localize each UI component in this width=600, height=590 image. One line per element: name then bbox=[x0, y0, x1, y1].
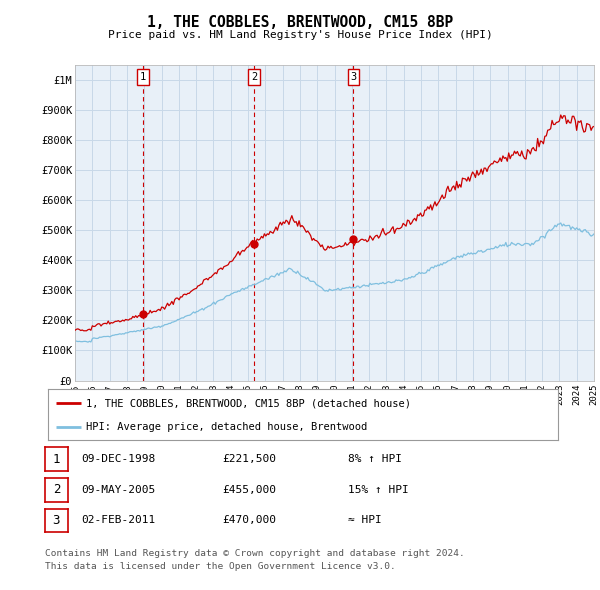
Text: ≈ HPI: ≈ HPI bbox=[348, 516, 382, 525]
Text: HPI: Average price, detached house, Brentwood: HPI: Average price, detached house, Bren… bbox=[86, 422, 367, 432]
Text: 1, THE COBBLES, BRENTWOOD, CM15 8BP (detached house): 1, THE COBBLES, BRENTWOOD, CM15 8BP (det… bbox=[86, 398, 411, 408]
Text: 15% ↑ HPI: 15% ↑ HPI bbox=[348, 485, 409, 494]
Text: 3: 3 bbox=[53, 514, 60, 527]
Text: Price paid vs. HM Land Registry's House Price Index (HPI): Price paid vs. HM Land Registry's House … bbox=[107, 30, 493, 40]
Text: 1, THE COBBLES, BRENTWOOD, CM15 8BP: 1, THE COBBLES, BRENTWOOD, CM15 8BP bbox=[147, 15, 453, 30]
Text: 09-MAY-2005: 09-MAY-2005 bbox=[81, 485, 155, 494]
Text: £470,000: £470,000 bbox=[222, 516, 276, 525]
Text: 2: 2 bbox=[53, 483, 60, 496]
Text: This data is licensed under the Open Government Licence v3.0.: This data is licensed under the Open Gov… bbox=[45, 562, 396, 571]
Text: Contains HM Land Registry data © Crown copyright and database right 2024.: Contains HM Land Registry data © Crown c… bbox=[45, 549, 465, 558]
Text: £221,500: £221,500 bbox=[222, 454, 276, 464]
Text: 8% ↑ HPI: 8% ↑ HPI bbox=[348, 454, 402, 464]
Text: 2: 2 bbox=[251, 72, 257, 82]
Text: 3: 3 bbox=[350, 72, 356, 82]
Text: 02-FEB-2011: 02-FEB-2011 bbox=[81, 516, 155, 525]
Text: 1: 1 bbox=[140, 72, 146, 82]
Text: 1: 1 bbox=[53, 453, 60, 466]
Text: £455,000: £455,000 bbox=[222, 485, 276, 494]
Text: 09-DEC-1998: 09-DEC-1998 bbox=[81, 454, 155, 464]
